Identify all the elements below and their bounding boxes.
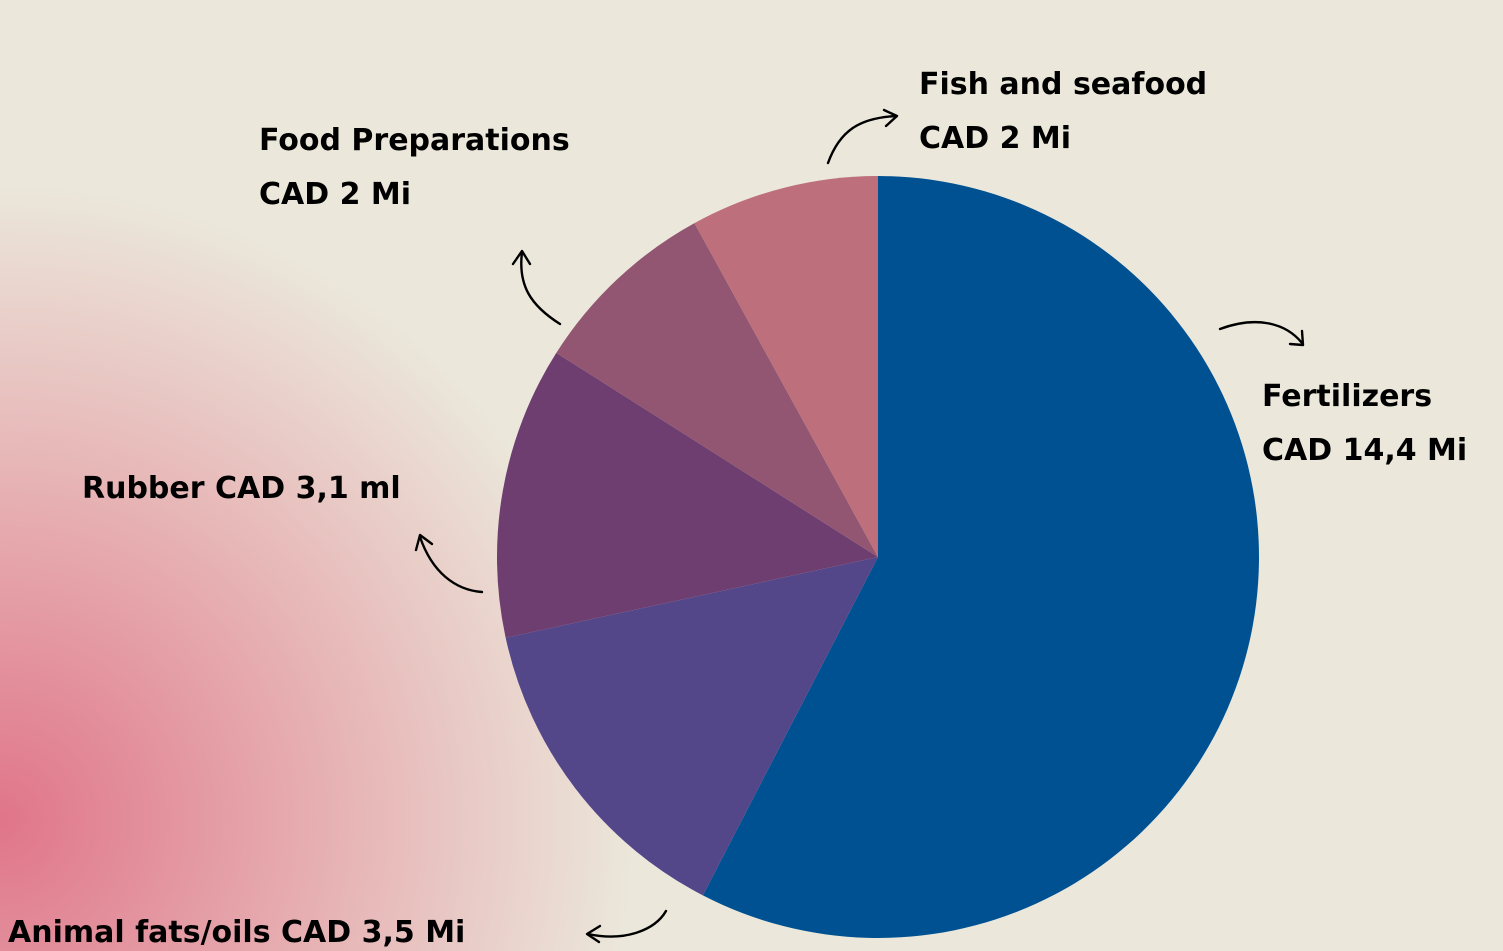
slice-label: Fertilizers CAD 14,4 Mi [1262, 379, 1467, 468]
arrow [418, 535, 484, 594]
labels: Fertilizers CAD 14,4 Mi Animal fats/oils C… [8, 67, 1467, 950]
pie [496, 176, 1259, 938]
arrow [585, 924, 602, 944]
arrow [882, 108, 899, 128]
arrow [1218, 321, 1304, 345]
slice-label: Rubber CAD 3,1 ml [82, 471, 401, 506]
arrow [586, 909, 668, 938]
value-label: CAD 14,4 Mi [1262, 433, 1467, 468]
value-label: CAD 3,5 Mi [281, 915, 465, 950]
slice-label: Animal fats/oils CAD 3,5 Mi [8, 915, 465, 950]
slice-label: Food Preparations CAD 2 Mi [259, 123, 570, 212]
value-label: CAD 2 Mi [919, 121, 1071, 156]
arrow [511, 249, 532, 266]
arrow [520, 250, 562, 326]
pie-slice [702, 176, 1259, 938]
pie-slice [556, 223, 878, 558]
pie-slice [496, 352, 878, 638]
arrow [1288, 329, 1305, 347]
value-label: CAD 3,1 ml [215, 471, 401, 506]
category-label: Food Preparations [259, 123, 570, 158]
category-label: Animal fats/oils [8, 915, 281, 950]
value-label: CAD 2 Mi [259, 177, 411, 212]
pie-slice [694, 176, 878, 557]
slice-label: Fish and seafood CAD 2 Mi [919, 67, 1207, 156]
category-label: Fertilizers [1262, 379, 1432, 414]
category-label: Fish and seafood [919, 67, 1207, 102]
pie-slice [505, 557, 878, 896]
arrow [414, 533, 434, 552]
category-label: Rubber [82, 471, 215, 506]
arrow [826, 114, 898, 165]
arrows [414, 108, 1305, 944]
